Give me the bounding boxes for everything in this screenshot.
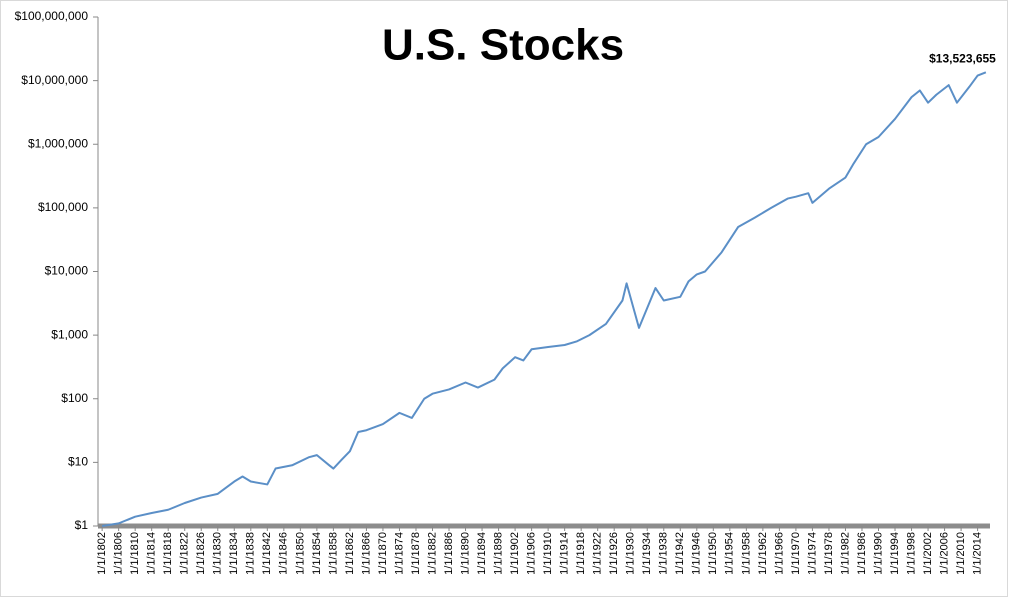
x-tick-label: 1/1/1910 [542, 532, 554, 575]
x-tick-label: 1/1/1990 [872, 532, 884, 575]
x-tick-label: 1/1/1906 [526, 532, 538, 575]
x-tick-label: 1/1/1834 [228, 532, 240, 575]
x-tick-label: 1/1/1998 [905, 532, 917, 575]
y-tick-label: $10,000 [45, 264, 89, 278]
x-tick-label: 1/1/2010 [955, 532, 967, 575]
y-tick-label: $1,000,000 [28, 136, 88, 150]
x-tick-label: 1/1/1810 [129, 532, 141, 575]
x-tick-label: 1/1/1898 [492, 532, 504, 575]
x-tick-label: 1/1/1942 [674, 532, 686, 575]
x-tick-label: 1/1/1818 [162, 532, 174, 575]
x-tick-label: 1/1/1846 [278, 532, 290, 575]
x-tick-label: 1/1/1918 [575, 532, 587, 575]
x-tick-label: 1/1/1966 [773, 532, 785, 575]
y-tick-label: $100 [61, 391, 88, 405]
x-tick-label: 1/1/1858 [327, 532, 339, 575]
x-tick-label: 1/1/1878 [410, 532, 422, 575]
x-tick-label: 1/1/1982 [839, 532, 851, 575]
x-tick-label: 1/1/1930 [625, 532, 637, 575]
x-tick-label: 1/1/1994 [889, 532, 901, 575]
data-line [101, 71, 987, 527]
x-tick-label: 1/1/1986 [856, 532, 868, 575]
x-tick-label: 1/1/1886 [443, 532, 455, 575]
x-tick-label: 1/1/1862 [344, 532, 356, 575]
x-tick-label: 1/1/1866 [360, 532, 372, 575]
x-tick-label: 1/1/1802 [96, 532, 108, 575]
x-tick-label: 1/1/2006 [938, 532, 950, 575]
x-tick-label: 1/1/1978 [823, 532, 835, 575]
x-tick-label: 1/1/1902 [509, 532, 521, 575]
x-tick-label: 1/1/1826 [195, 532, 207, 575]
y-tick-label: $1,000 [51, 327, 88, 341]
x-tick-label: 1/1/1890 [459, 532, 471, 575]
y-tick-label: $100,000,000 [15, 9, 89, 23]
y-tick-label: $100,000 [38, 200, 88, 214]
x-tick-label: 1/1/1830 [212, 532, 224, 575]
x-tick-label: 1/1/1934 [641, 532, 653, 575]
x-tick-label: 1/1/1882 [426, 532, 438, 575]
x-tick-label: 1/1/1838 [245, 532, 257, 575]
x-tick-label: 1/1/1870 [377, 532, 389, 575]
x-tick-label: 1/1/1894 [476, 532, 488, 575]
x-tick-label: 1/1/1938 [658, 532, 670, 575]
x-tick-label: 1/1/2014 [972, 532, 984, 575]
y-tick-label: $1 [75, 518, 89, 532]
x-tick-label: 1/1/2002 [922, 532, 934, 575]
x-tick-label: 1/1/1946 [691, 532, 703, 575]
x-tick-label: 1/1/1806 [113, 532, 125, 575]
x-tick-label: 1/1/1926 [608, 532, 620, 575]
y-tick-label: $10,000,000 [21, 73, 88, 87]
x-tick-label: 1/1/1974 [806, 532, 818, 575]
x-tick-label: 1/1/1854 [311, 532, 323, 575]
x-tick-label: 1/1/1950 [707, 532, 719, 575]
x-tick-label: 1/1/1954 [724, 532, 736, 575]
x-tick-label: 1/1/1822 [179, 532, 191, 575]
x-tick-label: 1/1/1842 [261, 532, 273, 575]
y-tick-label: $10 [68, 455, 88, 469]
value-label: $13,523,655 [929, 51, 996, 65]
x-tick-label: 1/1/1922 [592, 532, 604, 575]
x-tick-label: 1/1/1874 [393, 532, 405, 575]
x-tick-label: 1/1/1962 [757, 532, 769, 575]
x-tick-label: 1/1/1850 [294, 532, 306, 575]
chart-title: U.S. Stocks [382, 21, 624, 70]
x-tick-label: 1/1/1958 [740, 532, 752, 575]
x-tick-label: 1/1/1914 [559, 532, 571, 575]
x-tick-label: 1/1/1814 [146, 532, 158, 575]
x-tick-label: 1/1/1970 [790, 532, 802, 575]
